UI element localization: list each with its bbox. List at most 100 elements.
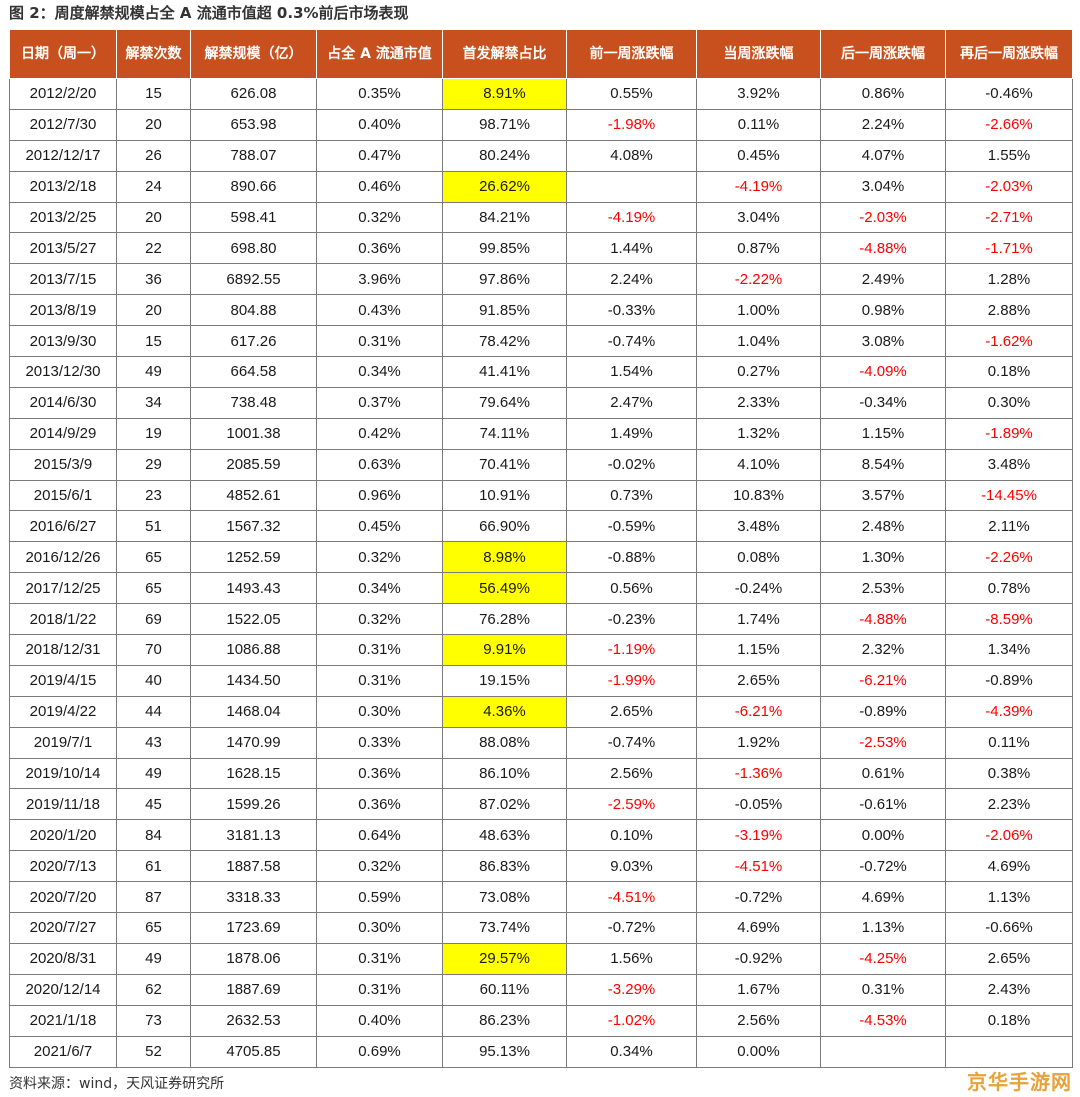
cell-prev-week-change: 9.03% [566, 850, 697, 883]
cell-next-week-change: 1.15% [820, 417, 946, 450]
cell-date: 2015/6/1 [9, 479, 117, 512]
cell-unlock-scale: 1434.50 [190, 664, 317, 697]
cell-next-week-change: 3.04% [820, 170, 946, 203]
cell-current-week-change: 1.92% [696, 726, 821, 759]
cell-next-week-change: 4.07% [820, 139, 946, 172]
header-current-week-change: 当周涨跌幅 [696, 29, 821, 79]
cell-date: 2019/7/1 [9, 726, 117, 759]
cell-week-after-next-change: -14.45% [945, 479, 1073, 512]
cell-date: 2021/1/18 [9, 1004, 117, 1037]
cell-unlock-scale: 626.08 [190, 78, 317, 110]
cell-prev-week-change: -0.88% [566, 541, 697, 574]
cell-prev-week-change: -0.74% [566, 726, 697, 759]
cell-week-after-next-change: 0.78% [945, 572, 1073, 605]
cell-market-cap-share: 0.63% [316, 448, 443, 481]
cell-week-after-next-change: -2.03% [945, 170, 1073, 203]
cell-unlock-count: 87 [116, 881, 191, 914]
cell-market-cap-share: 0.46% [316, 170, 443, 203]
cell-market-cap-share: 0.35% [316, 78, 443, 110]
cell-prev-week-change: -1.99% [566, 664, 697, 697]
cell-prev-week-change: 1.54% [566, 356, 697, 388]
cell-next-week-change: 0.61% [820, 757, 946, 790]
cell-ipo-unlock-share: 8.98% [442, 541, 567, 574]
table-row: 2021/1/18 73 2632.53 0.40% 86.23% -1.02% 2.56%… [9, 1004, 1073, 1037]
cell-unlock-count: 20 [116, 201, 191, 234]
cell-current-week-change: 1.67% [696, 973, 821, 1006]
cell-date: 2017/12/25 [9, 572, 117, 605]
cell-unlock-scale: 1887.69 [190, 973, 317, 1006]
cell-prev-week-change: 4.08% [566, 139, 697, 172]
cell-prev-week-change: 0.34% [566, 1035, 697, 1068]
cell-week-after-next-change: 1.55% [945, 139, 1073, 172]
cell-current-week-change: 0.11% [696, 108, 821, 141]
header-next-week-change: 后一周涨跌幅 [820, 29, 946, 79]
cell-prev-week-change [566, 170, 697, 203]
table-header-row: 日期（周一） 解禁次数 解禁规模（亿） 占全 A 流通市值 首发解禁占比 前一周… [9, 29, 1073, 79]
cell-next-week-change: 3.57% [820, 479, 946, 512]
cell-market-cap-share: 0.34% [316, 356, 443, 388]
cell-market-cap-share: 3.96% [316, 263, 443, 296]
cell-unlock-count: 62 [116, 973, 191, 1006]
table-row: 2013/8/19 20 804.88 0.43% 91.85% -0.33% 1.00% 0… [9, 294, 1073, 327]
cell-next-week-change: -4.09% [820, 356, 946, 388]
cell-current-week-change: 0.27% [696, 356, 821, 388]
cell-market-cap-share: 0.33% [316, 726, 443, 759]
cell-date: 2012/2/20 [9, 78, 117, 110]
cell-date: 2013/12/30 [9, 356, 117, 388]
cell-market-cap-share: 0.31% [316, 942, 443, 975]
cell-week-after-next-change: 0.18% [945, 1004, 1073, 1037]
cell-week-after-next-change: 4.69% [945, 850, 1073, 883]
cell-market-cap-share: 0.42% [316, 417, 443, 450]
cell-prev-week-change: 0.10% [566, 819, 697, 852]
cell-unlock-scale: 1522.05 [190, 603, 317, 636]
cell-ipo-unlock-share: 80.24% [442, 139, 567, 172]
cell-unlock-count: 49 [116, 942, 191, 975]
cell-week-after-next-change: -0.46% [945, 78, 1073, 110]
cell-week-after-next-change: 2.23% [945, 788, 1073, 821]
cell-unlock-scale: 664.58 [190, 356, 317, 388]
table-row: 2013/7/15 36 6892.55 3.96% 97.86% 2.24% -2.22%… [9, 263, 1073, 296]
cell-market-cap-share: 0.31% [316, 634, 443, 666]
cell-prev-week-change: 2.47% [566, 386, 697, 419]
cell-unlock-count: 19 [116, 417, 191, 450]
cell-market-cap-share: 0.32% [316, 541, 443, 574]
cell-ipo-unlock-share: 73.08% [442, 881, 567, 914]
table-row: 2017/12/25 65 1493.43 0.34% 56.49% 0.56% -0.24… [9, 572, 1073, 605]
cell-ipo-unlock-share: 76.28% [442, 603, 567, 636]
cell-ipo-unlock-share: 95.13% [442, 1035, 567, 1068]
cell-next-week-change: 0.86% [820, 78, 946, 110]
cell-week-after-next-change: 1.34% [945, 634, 1073, 666]
cell-next-week-change: -2.53% [820, 726, 946, 759]
cell-unlock-scale: 1887.58 [190, 850, 317, 883]
cell-next-week-change: -0.89% [820, 695, 946, 728]
cell-prev-week-change: -0.33% [566, 294, 697, 327]
cell-week-after-next-change: 1.28% [945, 263, 1073, 296]
cell-market-cap-share: 0.32% [316, 603, 443, 636]
cell-date: 2020/7/27 [9, 912, 117, 944]
table-row: 2018/12/31 70 1086.88 0.31% 9.91% -1.19% 1.15%… [9, 634, 1073, 666]
table-row: 2019/7/1 43 1470.99 0.33% 88.08% -0.74% 1.92% -… [9, 726, 1073, 759]
cell-date: 2018/12/31 [9, 634, 117, 666]
cell-next-week-change: 2.53% [820, 572, 946, 605]
cell-week-after-next-change: -2.71% [945, 201, 1073, 234]
cell-week-after-next-change: -2.06% [945, 819, 1073, 852]
cell-next-week-change: -0.61% [820, 788, 946, 821]
cell-prev-week-change: 1.49% [566, 417, 697, 450]
cell-market-cap-share: 0.59% [316, 881, 443, 914]
table-row: 2019/10/14 49 1628.15 0.36% 86.10% 2.56% -1.36… [9, 757, 1073, 790]
cell-unlock-count: 65 [116, 541, 191, 574]
cell-date: 2018/1/22 [9, 603, 117, 636]
cell-unlock-scale: 1086.88 [190, 634, 317, 666]
table-row: 2015/3/9 29 2085.59 0.63% 70.41% -0.02% 4.10% 8… [9, 448, 1073, 481]
cell-unlock-count: 20 [116, 294, 191, 327]
cell-market-cap-share: 0.64% [316, 819, 443, 852]
cell-ipo-unlock-share: 56.49% [442, 572, 567, 605]
cell-current-week-change: -0.05% [696, 788, 821, 821]
cell-current-week-change: 2.33% [696, 386, 821, 419]
cell-prev-week-change: -4.19% [566, 201, 697, 234]
cell-unlock-count: 15 [116, 78, 191, 110]
cell-prev-week-change: -1.19% [566, 634, 697, 666]
cell-ipo-unlock-share: 26.62% [442, 170, 567, 203]
cell-market-cap-share: 0.40% [316, 108, 443, 141]
cell-date: 2016/12/26 [9, 541, 117, 574]
